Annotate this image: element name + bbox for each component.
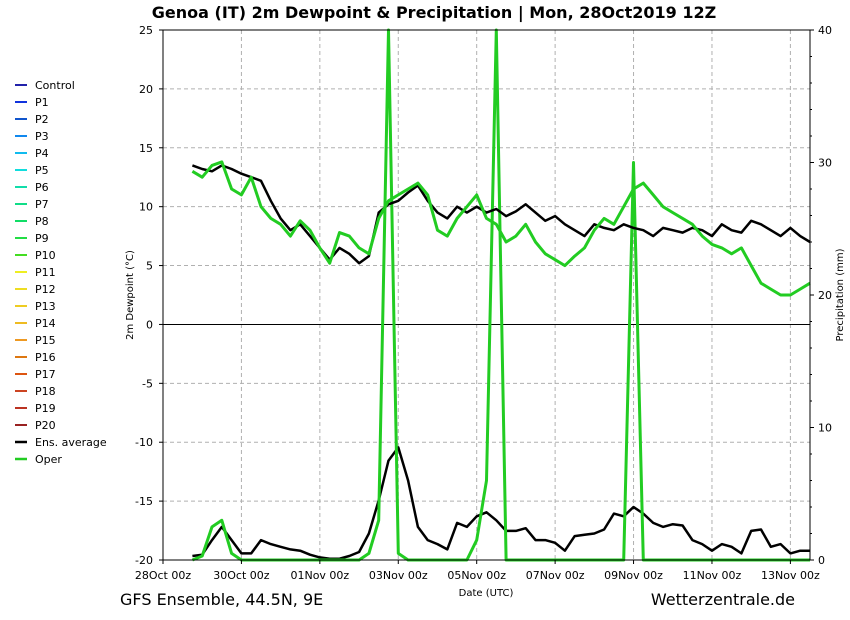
y-tick-label: 15 — [139, 142, 153, 155]
legend-label: P4 — [35, 147, 49, 160]
legend: Control P1 P2 P3 P4 P5 P6 P7 P8 P9 P10 P11 P12 P13 P14… — [15, 79, 107, 466]
legend-label: P20 — [35, 419, 56, 432]
x-axis-ticks: 28Oct 00z 30Oct 00z 01Nov 00z 03Nov 00z 05No… — [135, 560, 820, 582]
chart-title: Genoa (IT) 2m Dewpoint & Precipitation |… — [152, 3, 716, 23]
y2-tick-label: 10 — [818, 422, 832, 435]
y-tick-label: 10 — [139, 201, 153, 214]
legend-label: P7 — [35, 198, 49, 211]
y-axis-label: 2m Dewpoint (°C) — [125, 250, 136, 340]
y2-tick-label: 0 — [818, 554, 825, 567]
precip-line-oper — [191, 28, 810, 562]
y-tick-label: 25 — [139, 24, 153, 37]
y-tick-label: 0 — [146, 318, 153, 331]
x-tick-label: 05Nov 00z — [447, 569, 506, 582]
x-axis-label: Date (UTC) — [459, 588, 514, 599]
x-tick-label: 01Nov 00z — [290, 569, 349, 582]
y2-tick-label: 30 — [818, 157, 832, 170]
y-tick-label: -5 — [142, 377, 153, 390]
legend-label: P6 — [35, 181, 49, 194]
legend-label: P2 — [35, 113, 49, 126]
legend-label: P16 — [35, 351, 56, 364]
x-tick-label: 28Oct 00z — [135, 569, 192, 582]
legend-label: P8 — [35, 215, 49, 228]
legend-label: P9 — [35, 232, 49, 245]
legend-label: P11 — [35, 266, 56, 279]
y-tick-label: -20 — [135, 554, 153, 567]
footer-credit: Wetterzentrale.de — [651, 590, 795, 609]
y2-axis-label: Precipitation (mm) — [835, 248, 846, 341]
y-tick-label: -10 — [135, 436, 153, 449]
legend-label: P3 — [35, 130, 49, 143]
y-tick-label: 20 — [139, 83, 153, 96]
x-tick-label: 13Nov 00z — [761, 569, 820, 582]
legend-label: P17 — [35, 368, 56, 381]
y-axis-ticks: 25 20 15 10 5 0 -5 -10 -15 -20 — [135, 24, 163, 567]
precip-line-ens-average — [192, 446, 810, 560]
y-tick-label: 5 — [146, 260, 153, 273]
dewpoint-line-oper — [191, 160, 811, 297]
legend-label: P10 — [35, 249, 56, 262]
y2-tick-label: 40 — [818, 24, 832, 37]
x-tick-label: 11Nov 00z — [683, 569, 742, 582]
legend-label: P19 — [35, 402, 56, 415]
legend-label: P12 — [35, 283, 56, 296]
dewpoint-series — [191, 160, 811, 297]
x-tick-label: 03Nov 00z — [369, 569, 428, 582]
legend-label: Ens. average — [35, 436, 107, 449]
x-tick-label: 09Nov 00z — [604, 569, 663, 582]
y2-axis-ticks: 40 30 20 10 0 — [810, 24, 832, 567]
y-tick-label: -15 — [135, 495, 153, 508]
legend-label: P5 — [35, 164, 49, 177]
y2-tick-label: 20 — [818, 289, 832, 302]
legend-label: Control — [35, 79, 75, 92]
x-tick-label: 07Nov 00z — [526, 569, 585, 582]
footer-source: GFS Ensemble, 44.5N, 9E — [120, 590, 323, 609]
legend-label: Oper — [35, 453, 62, 466]
legend-label: P1 — [35, 96, 49, 109]
legend-label: P13 — [35, 300, 56, 313]
x-tick-label: 30Oct 00z — [213, 569, 270, 582]
precipitation-series — [191, 28, 810, 562]
legend-label: P15 — [35, 334, 56, 347]
legend-label: P14 — [35, 317, 56, 330]
legend-label: P18 — [35, 385, 56, 398]
